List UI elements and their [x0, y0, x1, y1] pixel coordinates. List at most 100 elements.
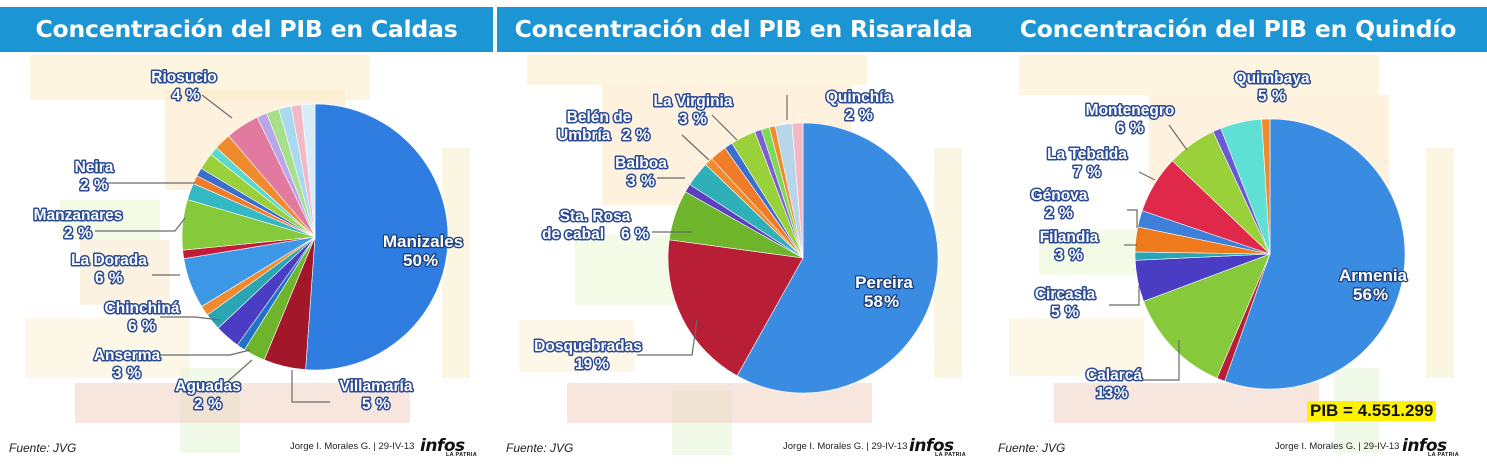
author-credit: Jorge I. Morales G. | 29-IV-13	[1275, 441, 1400, 452]
slice-label-name: Neira	[75, 159, 114, 176]
pie-slice-manizales	[305, 103, 449, 371]
percent-sign: %	[641, 173, 655, 190]
slice-label-value: 5	[1051, 304, 1060, 321]
slice-label-value: 3	[627, 173, 636, 190]
infos-logo: infos	[420, 436, 465, 456]
panel-title: Concentración del PIB en Quindío	[1019, 15, 1457, 43]
slice-label-name: Filandia	[1040, 229, 1099, 246]
percent-sign: %	[208, 396, 222, 413]
percent-sign: %	[1069, 247, 1083, 264]
percent-sign: %	[1130, 120, 1144, 137]
slice-label-value: 2	[80, 177, 89, 194]
slice-label-name: Circasia	[1035, 286, 1096, 303]
slice-label-name: Quinchía	[826, 89, 893, 106]
percent-sign: %	[142, 318, 156, 335]
slice-label-name: Manizales	[383, 232, 463, 251]
background-decoration	[75, 383, 410, 423]
background-decoration	[527, 55, 867, 85]
slice-label-value: 6	[128, 318, 137, 335]
title-bar	[497, 7, 990, 52]
pie-slice-other	[1261, 118, 1271, 255]
infos-logo: infos	[909, 436, 954, 456]
percent-sign: %	[859, 107, 873, 124]
panel-risaralda: Quinchía 2 % La Virginia 3 % Belén de Um…	[497, 0, 990, 468]
slice-label-name: de cabal	[542, 226, 604, 243]
background-decoration	[1009, 318, 1144, 376]
percent-sign: %	[423, 251, 438, 270]
la-patria-logo-text: LA PATRIA	[935, 452, 967, 458]
slice-label-value: 6	[621, 226, 630, 243]
slice-label-value: 5	[1258, 88, 1267, 105]
title-bar	[989, 7, 1487, 52]
slice-label-name: Montenegro	[1086, 102, 1175, 119]
slice-label-name: Belén de	[567, 109, 632, 126]
percent-sign: %	[127, 365, 141, 382]
percent-sign: %	[1373, 285, 1388, 304]
slice-label-value: 6	[95, 270, 104, 287]
percent-sign: %	[78, 225, 92, 242]
author-credit: Jorge I. Morales G. | 29-IV-13	[290, 441, 415, 452]
background-decoration	[1426, 148, 1454, 378]
source-note: Fuente: JVG	[506, 441, 574, 455]
pie-labels: Quimbaya 5 % Montenegro 6 % La Tebaida 7…	[1029, 69, 1409, 404]
title-bar	[0, 7, 493, 52]
pie-slices	[1134, 118, 1406, 390]
percent-sign: %	[595, 356, 609, 373]
la-patria-logo-text: LA PATRIA	[1428, 452, 1460, 458]
panel-quindio: Quimbaya 5 % Montenegro 6 % La Tebaida 7…	[989, 0, 1487, 468]
background-decoration	[934, 148, 962, 378]
source-note: Fuente: JVG	[998, 441, 1066, 455]
pie-slices	[667, 122, 939, 394]
slice-label-name: Villamaría	[340, 378, 413, 395]
panel-title: Concentración del PIB en Caldas	[35, 15, 458, 43]
slice-label-value: 19	[575, 356, 593, 373]
infos-logo: infos	[1402, 436, 1447, 456]
panel-caldas: Riosucio 4 % Neira 2 % Manzanares 2 % La…	[0, 0, 493, 468]
slice-label-name: Génova	[1031, 187, 1088, 204]
slice-label-name: Balboa	[615, 155, 667, 172]
pie-slice-other	[301, 103, 316, 238]
pie-labels: Riosucio 4 % Neira 2 % Manzanares 2 % La…	[32, 68, 464, 415]
percent-sign: %	[186, 87, 200, 104]
slice-label-value: 3	[1055, 247, 1064, 264]
la-patria-logo-text: LA PATRIA	[446, 452, 478, 458]
slice-label-value: 7	[1073, 164, 1082, 181]
pie-slice-armenia	[1224, 118, 1406, 390]
percent-sign: %	[1065, 304, 1079, 321]
percent-sign: %	[636, 127, 650, 144]
pie-slices	[181, 103, 449, 371]
slice-label-value: 2	[64, 225, 73, 242]
slice-label-value: 6	[1116, 120, 1125, 137]
slice-label-name: Pereira	[855, 273, 913, 292]
background-decoration	[25, 318, 190, 378]
pie-chart-caldas: Riosucio 4 % Neira 2 % Manzanares 2 % La…	[32, 68, 464, 415]
percent-sign: %	[1114, 385, 1128, 402]
pib-total-label: PIB = 4.551.299	[1307, 401, 1437, 421]
percent-sign: %	[1272, 88, 1286, 105]
percent-sign: %	[1059, 205, 1073, 222]
slice-label-value: 4	[172, 87, 181, 104]
background-decoration	[60, 200, 160, 240]
slice-label-value: 58	[864, 292, 883, 311]
pie-chart-quindio: Quimbaya 5 % Montenegro 6 % La Tebaida 7…	[1029, 69, 1409, 404]
percent-sign: %	[635, 226, 649, 243]
slice-label-value: 2	[1045, 205, 1054, 222]
pie-labels: Quinchía 2 % La Virginia 3 % Belén de Um…	[533, 88, 915, 375]
slice-label-value: 2	[845, 107, 854, 124]
slice-label-value: 3	[679, 111, 688, 128]
pie-chart-risaralda: Quinchía 2 % La Virginia 3 % Belén de Um…	[533, 88, 939, 394]
percent-sign: %	[94, 177, 108, 194]
slice-label-value: 2	[194, 396, 203, 413]
leader-lines	[1109, 124, 1188, 381]
pie-slice-pereira	[736, 122, 939, 394]
slice-label-name: Quimbaya	[1235, 70, 1310, 87]
percent-sign: %	[109, 270, 123, 287]
slice-label-value: 3	[113, 365, 122, 382]
leader-lines	[637, 95, 788, 356]
slice-label-value: 56	[1353, 285, 1372, 304]
background-decoration	[1054, 383, 1319, 423]
author-credit: Jorge I. Morales G. | 29-IV-13	[783, 441, 908, 452]
leader-lines	[95, 94, 330, 403]
slice-label-name: Riosucio	[151, 69, 216, 86]
background-decoration	[442, 148, 470, 378]
